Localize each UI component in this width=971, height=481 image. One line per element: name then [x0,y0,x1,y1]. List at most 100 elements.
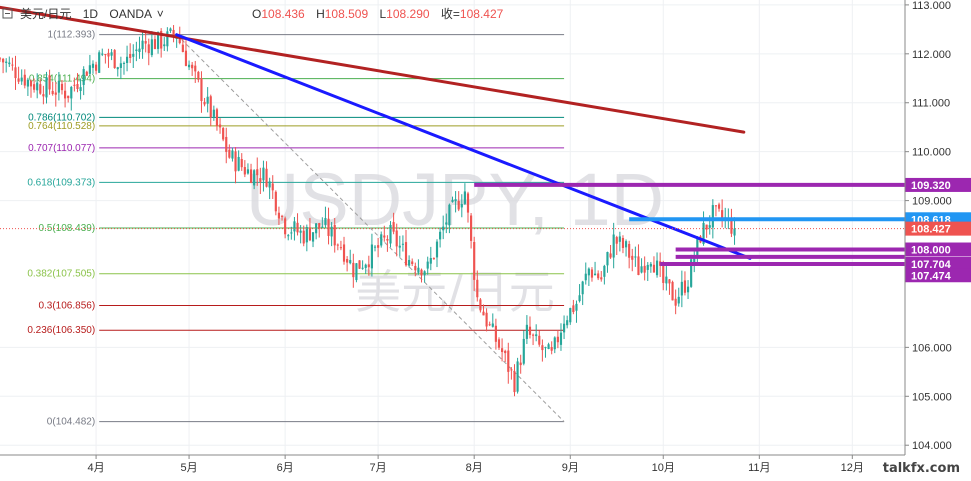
candle-body [268,181,271,188]
candle-body [562,323,566,333]
y-tick-label: 104.000 [912,440,952,452]
candle-body [432,258,435,260]
y-tick-label: 112.000 [912,49,951,61]
candle-body [445,222,448,225]
candle-body [129,54,132,58]
candle-body [94,64,98,71]
candle-body [203,101,206,105]
fib-level-label: 0.382(107.505) [27,269,95,280]
open-label: O [252,7,261,21]
candle-body [172,29,175,37]
y-tick-label: 106.000 [912,342,952,354]
candle-body [566,320,569,326]
candle-body [318,223,321,228]
candle-body [730,218,733,234]
candle-body [535,334,538,337]
candle-body [48,75,51,90]
candle-body [70,86,73,99]
x-tick-label: 11月 [748,462,770,474]
candle-body [153,39,157,50]
candle-body [550,347,553,351]
candle-body [460,204,463,208]
candle-body [138,48,141,53]
collapse-icon[interactable] [2,8,13,19]
candle-body [76,84,79,89]
candle-body [513,371,516,393]
candle-body [311,232,315,242]
chevron-down-icon[interactable]: ˅ [157,7,164,21]
candle-body [64,90,67,99]
candle-body [448,204,451,226]
level-price-label: 108.000 [911,245,951,257]
candle-body [411,261,414,265]
candle-body [197,71,200,80]
candle-body [488,324,491,326]
candle-body [373,246,377,248]
candle-body [683,280,687,293]
candle-body [265,168,268,187]
y-tick-label: 110.000 [912,147,951,159]
candle-body [333,225,336,246]
fib-level-label: 0(104.482) [47,417,95,428]
candle-body [702,222,705,244]
candle-body [714,205,718,207]
header-title[interactable]: 美元/日元 1D OANDA ˅ [20,7,164,21]
candle-body [544,347,547,349]
candle-body [538,335,541,345]
current-price-label: 108.427 [911,224,951,236]
low-value: 108.290 [386,7,430,21]
candle-body [665,276,668,284]
candle-body [88,65,91,74]
candle-body [386,239,389,241]
candle-body [358,260,361,269]
candle-body [510,369,513,371]
high-label: H [316,7,325,21]
candle-body [200,78,203,102]
candle-body [364,264,367,268]
level-price-tag [905,242,971,257]
candle-body [370,244,374,269]
candle-body [383,235,386,238]
candle-body [144,41,147,44]
candle-body [122,62,126,64]
candle-body [324,218,327,225]
candle-body [57,81,60,93]
candle-body [693,258,696,263]
plot-background [0,0,905,460]
horizontal-levels[interactable]: 109.320108.618108.000107.704107.474108.4… [0,177,971,283]
candle-body [11,64,14,66]
candle-body [439,231,442,240]
candle-body [85,71,88,76]
header-symbol: 美元/日元 [20,7,71,21]
axes: 113.000 112.000 111.000 110.000 109.000 106.0… [0,0,952,474]
candle-body [166,31,169,47]
candle-body [5,61,8,63]
candle-body [29,80,33,87]
candle-body [54,92,57,95]
candle-body [696,236,699,257]
candle-body [330,226,333,237]
candle-body [119,63,122,68]
candle-body [659,261,662,266]
candle-body [531,334,535,336]
candle-body [404,242,408,266]
candle-body [414,265,417,271]
level-price-label: 107.704 [911,259,952,271]
candle-body [395,230,398,247]
candle-body [125,56,129,63]
candle-body [39,84,42,94]
candle-body [339,247,343,249]
fib-level-label: 1(112.393) [48,30,96,41]
candle-body [17,78,20,82]
candle-body [457,200,460,210]
candle-body [349,260,352,264]
candle-body [79,87,82,92]
candle-body [655,260,659,276]
fib-level-label: 0.3(106.856) [38,300,95,311]
candle-body [327,218,330,236]
close-label: 收= [441,7,460,21]
candle-body [578,295,581,302]
candle-body [299,230,302,233]
candle-body [417,267,420,273]
